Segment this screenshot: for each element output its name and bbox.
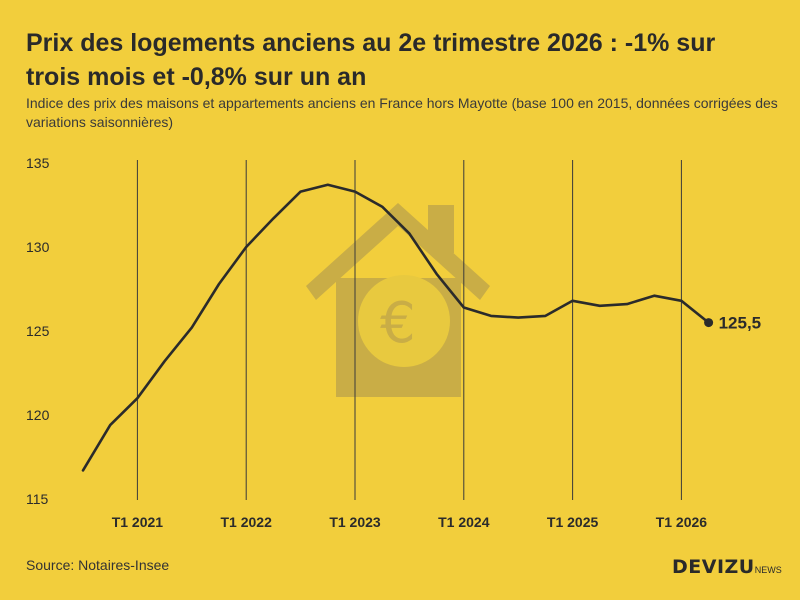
x-tick-label: T1 2022 xyxy=(221,514,273,530)
vertical-gridlines xyxy=(136,160,682,500)
x-axis-ticks: T1 2021 T1 2022 T1 2023 T1 2024 T1 2025 T1 20… xyxy=(112,514,708,530)
y-tick-label: 130 xyxy=(26,239,50,255)
chart-subtitle: Indice des prix des maisons et apparteme… xyxy=(26,95,778,130)
x-tick-label: T1 2025 xyxy=(547,514,599,530)
last-point-marker xyxy=(704,318,714,328)
y-tick-label: 120 xyxy=(26,407,50,423)
x-tick-label: T1 2023 xyxy=(329,514,381,530)
y-tick-label: 135 xyxy=(26,155,50,171)
data-points: 125,5 xyxy=(704,314,761,333)
x-tick-label: T1 2026 xyxy=(656,514,708,530)
y-axis-ticks: 115 120 125 130 135 xyxy=(26,155,50,507)
svg-text:€: € xyxy=(380,291,416,356)
euro-icon: € xyxy=(358,275,450,367)
y-tick-label: 125 xyxy=(26,323,50,339)
x-tick-label: T1 2024 xyxy=(438,514,490,530)
series-line xyxy=(81,183,710,472)
y-tick-label: 115 xyxy=(26,491,49,507)
last-value-label: 125,5 xyxy=(719,314,762,333)
x-tick-label: T1 2021 xyxy=(112,514,164,530)
chart-title: Prix des logements anciens au 2e trimest… xyxy=(26,29,716,91)
brand-logo: DEVIZUNEWS xyxy=(672,556,782,578)
source-note: Source: Notaires-Insee xyxy=(26,557,170,573)
